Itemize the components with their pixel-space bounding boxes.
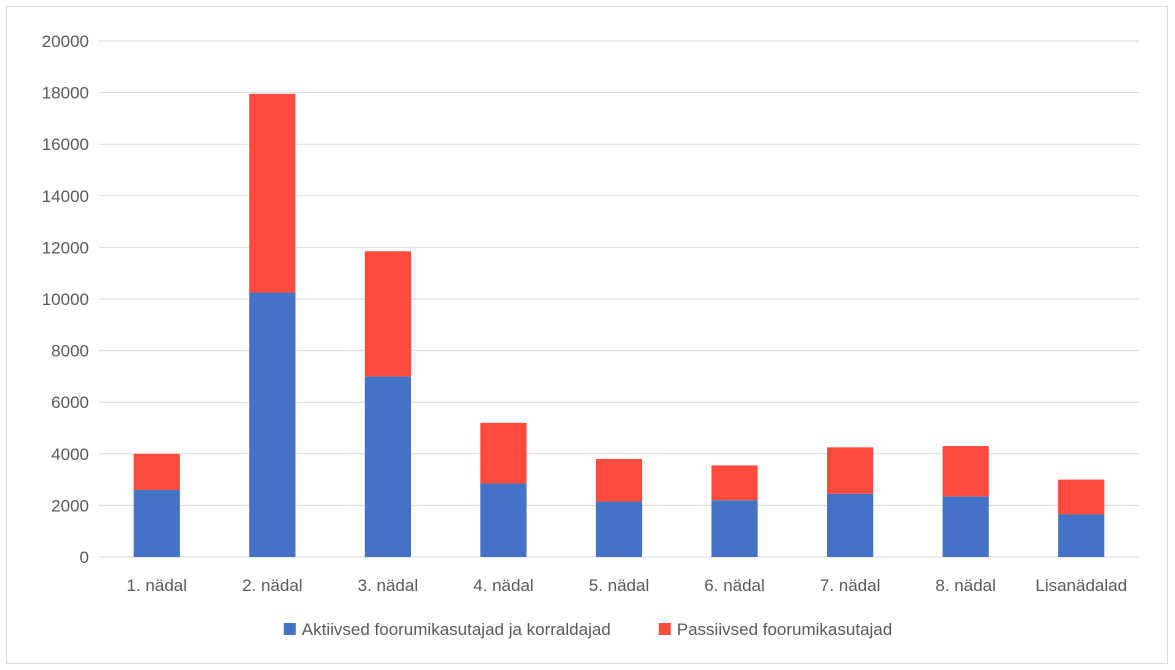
x-tick-label: 3. nädal: [358, 576, 419, 595]
y-tick-label: 18000: [42, 84, 89, 103]
x-tick-label: Lisanädalad: [1035, 576, 1127, 595]
bar-segment-passive: [364, 251, 411, 377]
legend: Aktiivsed foorumikasutajad ja korraldaja…: [283, 620, 892, 639]
bar-segment-passive: [827, 447, 874, 494]
bar-segment-passive: [595, 458, 643, 502]
legend-swatch: [658, 623, 671, 635]
bar-segment-passive: [249, 93, 296, 293]
x-tick-label: 2. nädal: [242, 576, 303, 595]
legend-swatch: [283, 623, 296, 635]
x-axis-tick-labels: 1. nädal 2. nädal 3. nädal 4. nädal 5. nädal…: [127, 576, 1128, 595]
bar-segment-passive: [1058, 479, 1105, 515]
bar-segment-active: [827, 493, 874, 557]
legend-label: Passiivsed foorumikasutajad: [677, 620, 892, 639]
bar-segment-active: [249, 292, 296, 557]
bar-segment-active: [1058, 514, 1105, 557]
bar-segment-active: [711, 500, 758, 557]
bars: [133, 93, 1105, 557]
chart-frame: 0 2000 4000 6000 8000 10000 12000 14000 16000 180…: [6, 6, 1168, 664]
stacked-bar-chart: 0 2000 4000 6000 8000 10000 12000 14000 16000 180…: [42, 32, 1139, 639]
y-tick-label: 20000: [42, 32, 89, 51]
x-tick-label: 7. nädal: [820, 576, 881, 595]
y-axis-tick-labels: 0 2000 4000 6000 8000 10000 12000 14000 16000 180…: [42, 32, 89, 567]
bar-segment-passive: [480, 422, 527, 484]
x-tick-label: 4. nädal: [473, 576, 534, 595]
bar-segment-active: [942, 496, 989, 557]
x-tick-label: 6. nädal: [704, 576, 765, 595]
bar-segment-passive: [133, 453, 180, 490]
y-tick-label: 16000: [42, 135, 89, 154]
y-tick-label: 10000: [42, 290, 89, 309]
y-tick-label: 12000: [42, 238, 89, 257]
legend-label: Aktiivsed foorumikasutajad ja korraldaja…: [302, 620, 611, 639]
bar-segment-passive: [711, 465, 758, 501]
y-tick-label: 14000: [42, 187, 89, 206]
x-tick-label: 8. nädal: [935, 576, 996, 595]
y-tick-label: 0: [80, 548, 89, 567]
x-tick-label: 5. nädal: [589, 576, 650, 595]
bar-segment-active: [480, 483, 527, 557]
bar-segment-active: [595, 501, 643, 557]
x-tick-label: 1. nädal: [127, 576, 188, 595]
bar-segment-active: [364, 376, 411, 557]
y-tick-label: 2000: [51, 496, 89, 515]
bar-segment-active: [133, 489, 180, 557]
y-tick-label: 4000: [51, 445, 89, 464]
y-tick-label: 6000: [51, 393, 89, 412]
y-tick-label: 8000: [51, 342, 89, 361]
bar-segment-passive: [942, 446, 989, 497]
